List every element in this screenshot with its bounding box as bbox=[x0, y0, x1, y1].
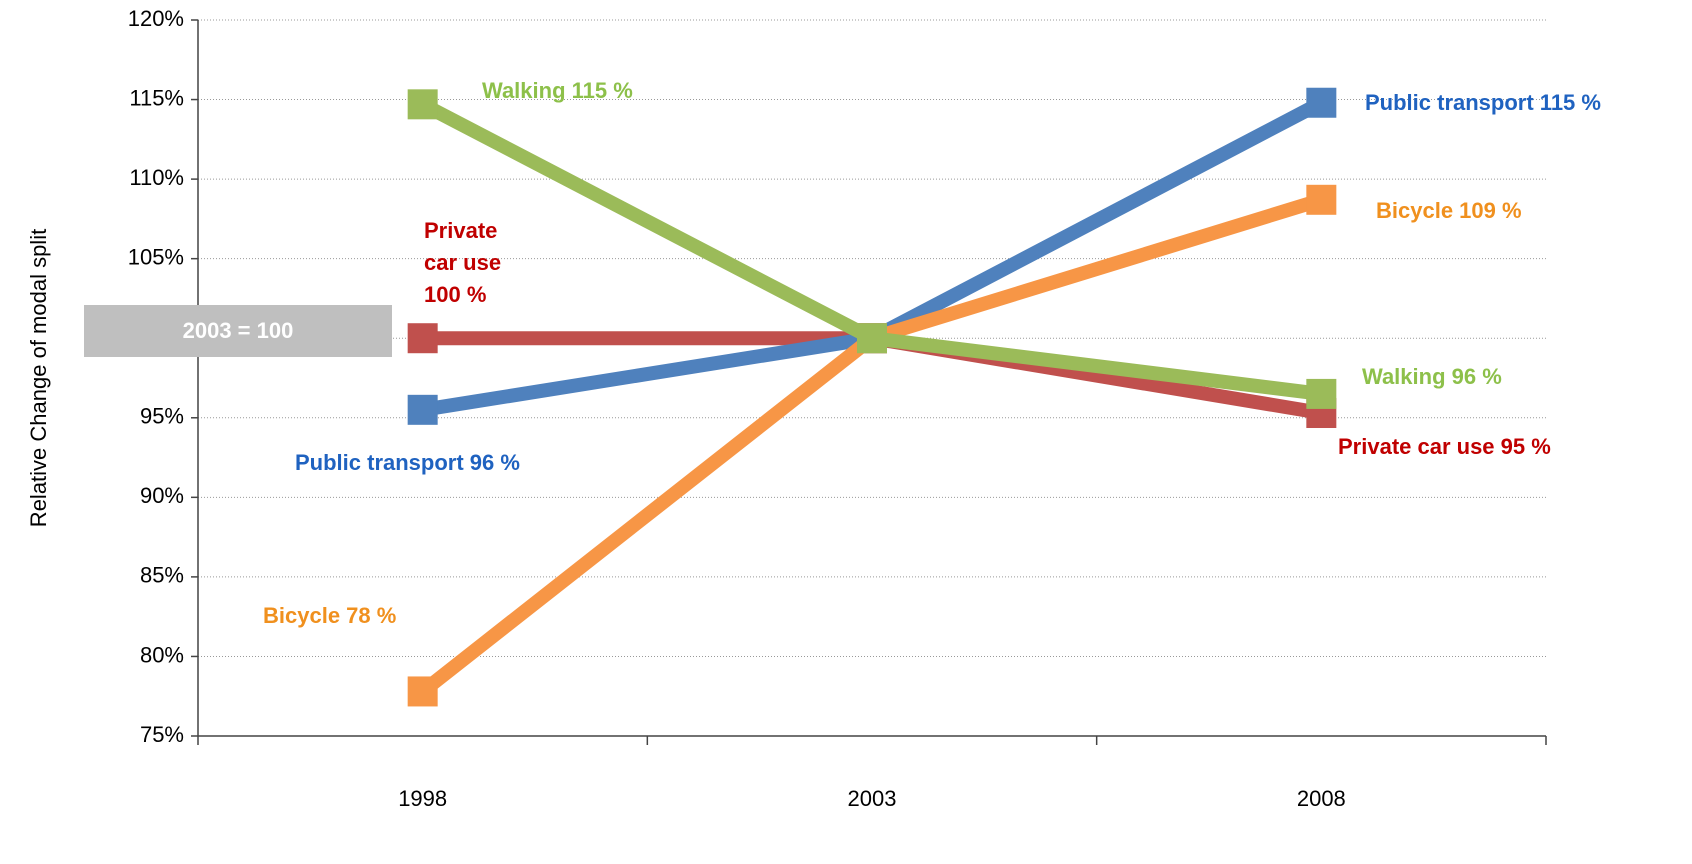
data-annotation: Bicycle 109 % bbox=[1376, 198, 1522, 223]
y-tick-label: 105% bbox=[128, 244, 184, 269]
data-annotation: Public transport 96 % bbox=[295, 450, 520, 475]
reference-box bbox=[84, 305, 392, 357]
reference-note: 2003 = 100 bbox=[183, 318, 294, 343]
point-marker bbox=[407, 394, 438, 425]
point-marker bbox=[1306, 184, 1337, 215]
data-annotation: Private car use 95 % bbox=[1338, 434, 1551, 459]
point-marker bbox=[1306, 378, 1337, 409]
y-tick-label: 120% bbox=[128, 6, 184, 31]
point-marker bbox=[407, 89, 438, 120]
data-annotation: Bicycle 78 % bbox=[263, 603, 396, 628]
data-annotation: Public transport 115 % bbox=[1365, 90, 1601, 115]
y-tick-label: 95% bbox=[140, 404, 184, 429]
data-annotation: Walking 96 % bbox=[1362, 364, 1502, 389]
y-tick-label: 110% bbox=[129, 165, 184, 190]
point-marker bbox=[407, 676, 438, 707]
data-annotation: Walking 115 % bbox=[482, 78, 633, 103]
y-tick-label: 90% bbox=[140, 483, 184, 508]
y-tick-label: 80% bbox=[140, 642, 184, 667]
data-annotation: car use bbox=[424, 250, 501, 275]
y-tick-label: 75% bbox=[140, 722, 184, 747]
series-line bbox=[418, 193, 1324, 697]
x-tick-label: 1998 bbox=[398, 786, 447, 811]
point-marker bbox=[407, 323, 438, 354]
x-tick-label: 2003 bbox=[848, 786, 897, 811]
y-axis-title: Relative Change of modal split bbox=[26, 229, 51, 527]
point-marker bbox=[1306, 87, 1337, 118]
data-annotation: 100 % bbox=[424, 282, 486, 307]
x-tick-label: 2008 bbox=[1297, 786, 1346, 811]
y-tick-label: 115% bbox=[129, 85, 184, 110]
series-line bbox=[421, 96, 1325, 417]
point-marker bbox=[857, 323, 887, 354]
data-annotation: Private bbox=[424, 218, 497, 243]
y-tick-label: 85% bbox=[140, 563, 184, 588]
